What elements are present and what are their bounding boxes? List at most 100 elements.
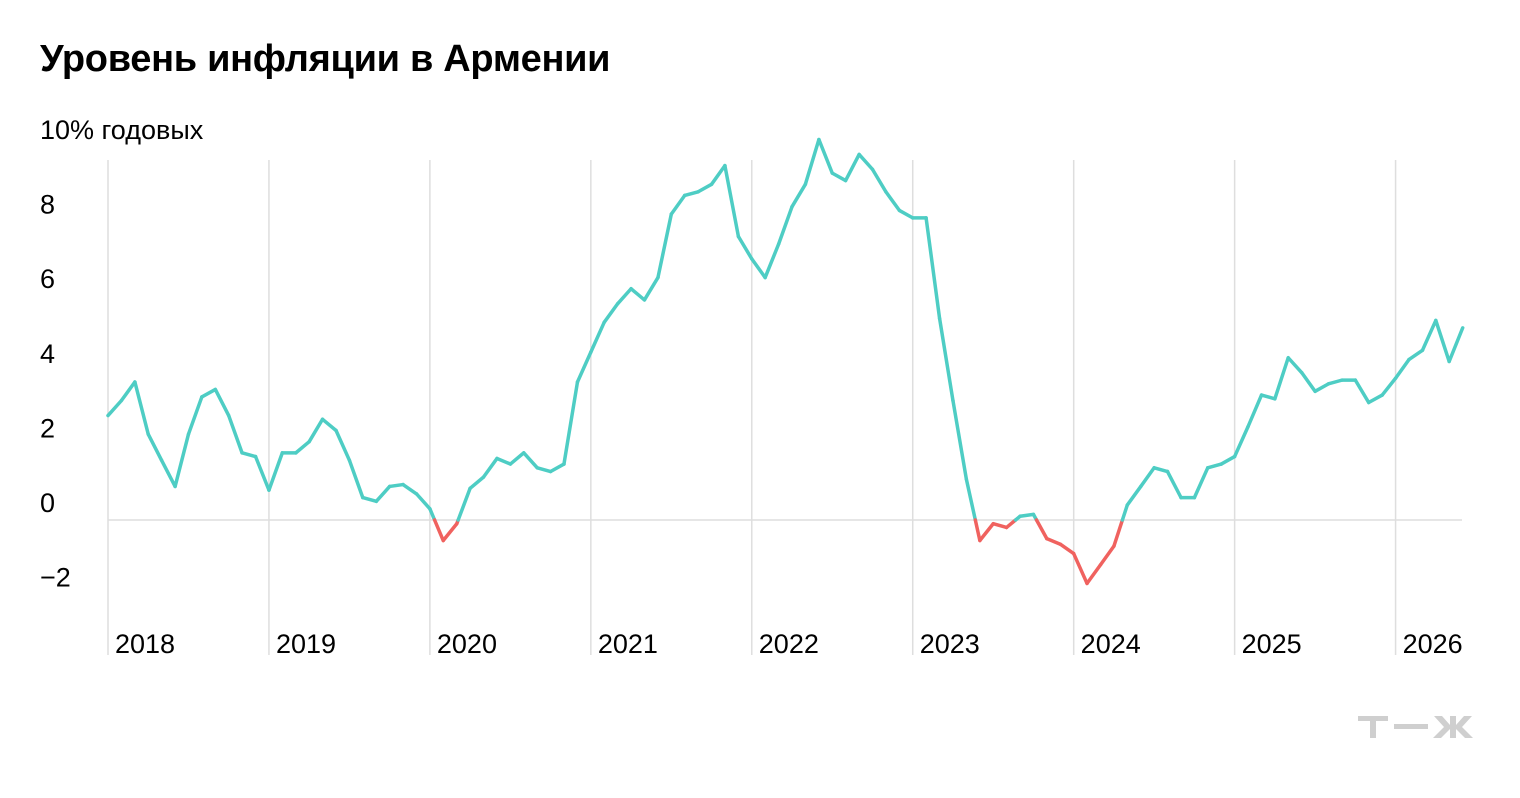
x-tick-label: 2021 — [598, 629, 658, 659]
x-tick-label: 2026 — [1403, 629, 1463, 659]
line-segment — [924, 216, 942, 321]
line-segment — [240, 451, 258, 459]
line-segment — [320, 417, 338, 433]
line-segment — [1139, 466, 1156, 489]
line-segment — [1313, 382, 1331, 394]
line-segment — [294, 439, 311, 455]
line-segment — [1205, 462, 1224, 470]
line-segment — [1273, 355, 1290, 401]
line-segment — [468, 475, 486, 491]
line-segment — [682, 190, 700, 198]
x-axis-ticks: 2018 2019 2020 2021 2022 2023 2024 2025 2026 — [115, 629, 1463, 659]
line-segment — [387, 482, 405, 489]
tj-logo — [1358, 716, 1473, 738]
line-segment — [1165, 469, 1183, 500]
line-segment — [428, 507, 437, 522]
line-segment — [602, 301, 620, 325]
line-segment — [173, 432, 191, 489]
line-segment — [629, 286, 647, 302]
x-tick-label: 2022 — [759, 629, 819, 659]
line-segment — [414, 492, 432, 511]
line-segment — [656, 212, 674, 280]
line-segment — [441, 521, 459, 543]
line-segment — [1326, 378, 1344, 386]
line-segment — [1071, 551, 1089, 586]
line-segment — [456, 486, 472, 522]
line-segment — [843, 152, 861, 183]
line-segment — [803, 137, 821, 187]
line-segment — [669, 193, 687, 216]
line-segment — [1192, 466, 1210, 500]
line-segment — [870, 167, 888, 194]
x-tick-label: 2020 — [437, 629, 497, 659]
line-segment — [696, 182, 714, 194]
line-segment — [817, 137, 835, 175]
inflation-line — [106, 137, 1465, 586]
line-segment — [186, 395, 204, 436]
x-tick-label: 2018 — [115, 629, 175, 659]
line-segment — [521, 451, 539, 470]
x-tick-label: 2019 — [276, 629, 336, 659]
line-segment — [159, 458, 177, 489]
line-segment — [857, 152, 875, 172]
line-segment — [347, 458, 365, 500]
line-segment — [776, 204, 794, 246]
line-segment — [1058, 542, 1076, 556]
line-segment — [973, 518, 982, 543]
x-tick-label: 2025 — [1242, 629, 1302, 659]
line-segment — [334, 428, 352, 463]
line-segment — [1286, 355, 1304, 375]
line-segment — [736, 234, 754, 261]
line-segment — [750, 257, 767, 280]
line-segment — [146, 432, 164, 463]
line-segment — [1393, 357, 1411, 381]
line-segment — [937, 316, 955, 403]
line-segment — [897, 208, 915, 220]
line-segment — [884, 190, 902, 213]
line-segment — [709, 163, 727, 187]
line-segment — [432, 518, 446, 543]
line-segment — [401, 482, 419, 496]
line-segment — [978, 521, 995, 543]
line-segment — [495, 456, 513, 466]
line-segment — [267, 451, 285, 492]
line-segment — [575, 350, 593, 384]
line-segment — [253, 454, 271, 492]
line-segment — [1380, 376, 1398, 397]
line-segment — [1232, 425, 1250, 459]
line-segment — [200, 387, 218, 399]
line-segment — [1098, 544, 1116, 567]
line-segment — [1259, 393, 1277, 401]
y-tick-label: 4 — [40, 339, 55, 369]
line-segment — [1407, 348, 1425, 362]
line-segment — [548, 462, 566, 474]
line-segment — [991, 521, 1009, 530]
line-segment — [1434, 318, 1451, 364]
line-segment — [226, 413, 244, 455]
line-segment — [1034, 518, 1049, 541]
line-segment — [1366, 393, 1384, 405]
line-segment — [723, 163, 741, 239]
y-axis-ticks: −2 0 2 4 6 8 10% годовых — [40, 115, 204, 593]
line-segment — [508, 451, 526, 466]
line-segment — [1152, 466, 1170, 474]
line-segment — [1120, 503, 1130, 522]
line-segment — [1246, 393, 1264, 429]
y-tick-label: 2 — [40, 413, 55, 443]
line-segment — [1085, 563, 1103, 586]
line-segment — [133, 380, 150, 436]
line-segment — [1125, 484, 1143, 507]
y-tick-label: 8 — [40, 190, 55, 220]
line-segment — [964, 477, 978, 522]
x-tick-label: 2024 — [1081, 629, 1141, 659]
line-segment — [830, 171, 848, 183]
line-segment — [1299, 370, 1317, 394]
y-tick-label: 0 — [40, 488, 55, 518]
y-tick-label: 10% годовых — [40, 115, 204, 145]
line-segment — [1420, 318, 1438, 353]
chart-title: Уровень инфляции в Армении — [40, 38, 611, 80]
line-segment — [1353, 378, 1371, 405]
x-tick-label: 2023 — [920, 629, 980, 659]
line-segment — [481, 456, 499, 479]
